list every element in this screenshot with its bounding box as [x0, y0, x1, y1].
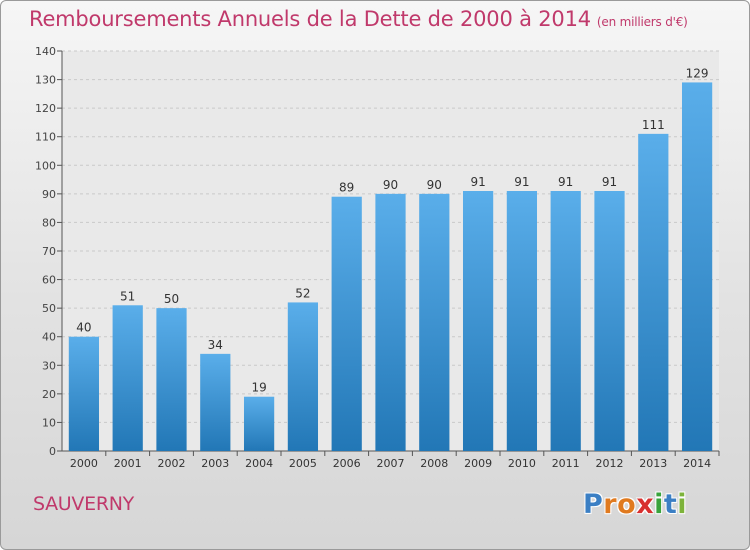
data-label: 51	[120, 289, 135, 303]
bar	[419, 193, 450, 451]
y-tick-label: 90	[42, 188, 56, 201]
y-tick-label: 60	[42, 274, 56, 287]
bar	[331, 196, 362, 451]
x-tick-label: 2000	[70, 457, 98, 470]
data-label: 89	[339, 181, 354, 195]
data-label: 91	[602, 175, 617, 189]
logo-letter: i	[677, 489, 688, 520]
x-tick-label: 2003	[201, 457, 229, 470]
data-label: 91	[558, 175, 573, 189]
y-tick-label: 110	[35, 131, 56, 144]
bar	[375, 193, 406, 451]
bar	[681, 82, 713, 451]
y-tick-label: 120	[35, 102, 56, 115]
town-name: SAUVERNY	[33, 493, 134, 515]
y-tick-label: 80	[42, 216, 56, 229]
data-label: 90	[383, 178, 398, 192]
data-label: 19	[251, 381, 266, 395]
y-tick-label: 140	[35, 45, 56, 58]
x-tick-label: 2006	[333, 457, 361, 470]
y-tick-label: 0	[49, 445, 56, 458]
y-tick-label: 130	[35, 74, 56, 87]
logo-letter: P	[583, 489, 604, 520]
data-label: 91	[514, 175, 529, 189]
logo-letter: i	[654, 489, 664, 520]
logo-letter: x	[636, 489, 655, 520]
bar	[156, 308, 187, 451]
y-tick-label: 20	[42, 388, 56, 401]
chart-title-text: Remboursements Annuels de la Dette de 20…	[29, 7, 591, 31]
y-tick-label: 10	[42, 416, 56, 429]
data-label: 111	[642, 118, 665, 132]
x-tick-label: 2009	[464, 457, 492, 470]
logo-letter: t	[663, 489, 678, 520]
bar	[462, 191, 494, 451]
proxiti-logo: Proxiti	[583, 489, 687, 520]
x-tick-label: 2001	[114, 457, 142, 470]
bar	[594, 191, 625, 451]
x-tick-label: 2008	[420, 457, 448, 470]
x-tick-label: 2002	[158, 457, 186, 470]
data-label: 129	[686, 66, 709, 80]
x-tick-label: 2014	[683, 457, 711, 470]
x-tick-label: 2005	[289, 457, 317, 470]
data-label: 91	[470, 175, 485, 189]
chart-title: Remboursements Annuels de la Dette de 20…	[29, 7, 688, 31]
data-label: 52	[295, 286, 310, 300]
y-tick-label: 50	[42, 302, 56, 315]
y-tick-label: 30	[42, 359, 56, 372]
x-tick-label: 2013	[639, 457, 667, 470]
chart-subtitle: (en milliers d'€)	[596, 15, 688, 29]
x-tick-label: 2012	[596, 457, 624, 470]
bar	[68, 336, 100, 451]
x-tick-label: 2010	[508, 457, 536, 470]
bar	[638, 133, 669, 451]
x-tick-label: 2004	[245, 457, 273, 470]
y-tick-label: 100	[35, 159, 56, 172]
y-tick-label: 70	[42, 245, 56, 258]
data-label: 50	[164, 292, 179, 306]
logo-letter: o	[617, 489, 637, 520]
x-tick-label: 2007	[377, 457, 405, 470]
bar	[243, 396, 275, 451]
x-tick-label: 2011	[552, 457, 580, 470]
data-label: 34	[208, 338, 223, 352]
y-tick-label: 40	[42, 331, 56, 344]
bar	[550, 191, 581, 451]
bar	[200, 353, 231, 451]
bar	[112, 305, 143, 451]
logo-letter: r	[603, 489, 618, 520]
data-label: 90	[427, 178, 442, 192]
bar	[506, 191, 538, 451]
bar	[287, 302, 319, 451]
data-label: 40	[76, 321, 91, 335]
